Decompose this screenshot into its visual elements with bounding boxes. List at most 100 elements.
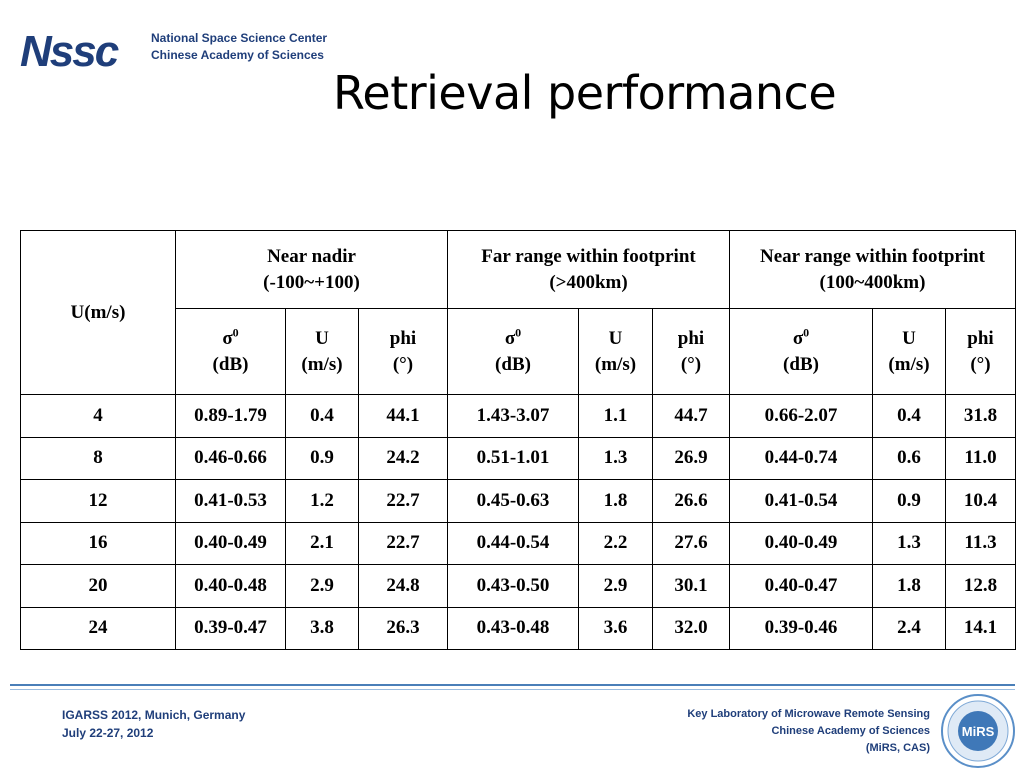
subcol-name: U: [608, 327, 623, 349]
table-cell: 0.6: [872, 436, 946, 480]
subcol-unit: (°): [970, 353, 991, 375]
table-cell: 0.40-0.47: [729, 564, 873, 608]
subcolumn-header-row: σ0 (dB) U (m/s) phi (°) σ0 (dB) U (m/s) phi (°) σ0 (d…: [21, 308, 1016, 395]
table-cell: 44.1: [358, 394, 448, 438]
table-cell: 30.1: [652, 564, 730, 608]
table-cell: 1.8: [872, 564, 946, 608]
org-line-2: Chinese Academy of Sciences: [151, 48, 324, 62]
table-cell: 26.3: [358, 606, 448, 650]
subcol-name: U: [902, 327, 916, 349]
table-row: 4 0.89-1.79 0.4 44.1 1.43-3.07 1.1 44.7 0.66-2.…: [20, 394, 1016, 438]
table-cell: 11.3: [945, 521, 1016, 565]
superscript: 0: [515, 325, 522, 340]
table-cell: 0.40-0.48: [175, 564, 286, 608]
table-cell: 11.0: [945, 436, 1016, 480]
table-cell: 1.3: [578, 436, 653, 480]
table-cell: 0.43-0.48: [447, 606, 579, 650]
group-header-far-range: Far range within footprint (>400km): [447, 230, 730, 309]
table-row: 20 0.40-0.48 2.9 24.8 0.43-0.50 2.9 30.1 0.40-0…: [20, 564, 1016, 608]
table-cell: 0.4: [285, 394, 359, 438]
group-name: Near range within footprint: [760, 245, 985, 267]
table-cell: 24.8: [358, 564, 448, 608]
footer-divider-thin: [10, 689, 1015, 690]
table-cell: 0.66-2.07: [729, 394, 873, 438]
table-cell: 0.39-0.47: [175, 606, 286, 650]
subcol-unit: (m/s): [301, 353, 343, 375]
lab-academy: Chinese Academy of Sciences: [771, 725, 930, 737]
organization-name: National Space Science Center Chinese Ac…: [151, 30, 327, 64]
table-cell: 1.8: [578, 479, 653, 523]
subcol-name: phi: [967, 327, 994, 349]
table-cell: 0.89-1.79: [175, 394, 286, 438]
subcol-name: σ0: [222, 325, 239, 349]
subcol-header-u-ms: U (m/s): [285, 308, 359, 395]
mirs-seal-logo: MiRS: [941, 694, 1015, 768]
wind-speed-cell: 12: [20, 479, 176, 523]
group-name: Far range within footprint: [481, 245, 696, 267]
slide-title: Retrieval performance: [333, 66, 837, 120]
lab-info: Key Laboratory of Microwave Remote Sensi…: [687, 706, 930, 757]
table-cell: 22.7: [358, 479, 448, 523]
table-cell: 3.6: [578, 606, 653, 650]
table-cell: 1.2: [285, 479, 359, 523]
wind-speed-cell: 24: [20, 606, 176, 650]
subcol-unit: (dB): [495, 353, 531, 375]
table-cell: 0.41-0.53: [175, 479, 286, 523]
conference-info: IGARSS 2012, Munich, Germany July 22-27,…: [62, 706, 245, 742]
subcol-unit: (dB): [783, 353, 819, 375]
table-cell: 1.3: [872, 521, 946, 565]
org-line-1: National Space Science Center: [151, 31, 328, 45]
group-range: (>400km): [549, 271, 628, 293]
table-row: 24 0.39-0.47 3.8 26.3 0.43-0.48 3.6 32.0 0.39-0…: [20, 606, 1016, 650]
table-cell: 14.1: [945, 606, 1016, 650]
conference-date: July 22-27, 2012: [62, 726, 154, 740]
table-cell: 0.45-0.63: [447, 479, 579, 523]
group-range: (-100~+100): [263, 271, 360, 293]
subcol-header-u-ms: U (m/s): [872, 308, 946, 395]
group-header-row: U (m/s) Near nadir (-100~+100) Far range …: [20, 230, 1016, 395]
table-row: 12 0.41-0.53 1.2 22.7 0.45-0.63 1.8 26.6 0.41-0…: [20, 479, 1016, 523]
row-header-wind-speed: U(m/s): [20, 230, 176, 395]
table-cell: 1.43-3.07: [447, 394, 579, 438]
table-cell: 12.8: [945, 564, 1016, 608]
table-row: 8 0.46-0.66 0.9 24.2 0.51-1.01 1.3 26.9 0.44-0.…: [20, 436, 1016, 480]
group-name: Near nadir: [267, 245, 356, 267]
subcol-name: phi: [389, 327, 417, 349]
table-row: 16 0.40-0.49 2.1 22.7 0.44-0.54 2.2 27.6 0.40-0…: [20, 521, 1016, 565]
wind-speed-cell: 4: [20, 394, 176, 438]
subcol-header-phi-deg: phi (°): [358, 308, 448, 395]
lab-name: Key Laboratory of Microwave Remote Sensi…: [687, 708, 930, 720]
table-cell: 0.4: [872, 394, 946, 438]
subcol-unit: (dB): [212, 353, 249, 375]
table-body: 4 0.89-1.79 0.4 44.1 1.43-3.07 1.1 44.7 0.66-2.…: [20, 394, 1016, 650]
subcol-header-sigma0-db: σ0 (dB): [447, 308, 579, 395]
group-header-near-nadir: Near nadir (-100~+100): [175, 230, 448, 309]
footer-divider: [10, 684, 1015, 686]
group-header-near-range: Near range within footprint (100~400km): [729, 230, 1016, 309]
subcol-header-u-ms: U (m/s): [578, 308, 653, 395]
table-cell: 0.51-1.01: [447, 436, 579, 480]
table-cell: 31.8: [945, 394, 1016, 438]
subcol-unit: (°): [392, 353, 414, 375]
table-cell: 0.9: [285, 436, 359, 480]
table-cell: 2.1: [285, 521, 359, 565]
table-cell: 0.43-0.50: [447, 564, 579, 608]
subcol-header-phi-deg: phi (°): [945, 308, 1016, 395]
table-cell: 32.0: [652, 606, 730, 650]
wind-speed-cell: 8: [20, 436, 176, 480]
table-cell: 0.46-0.66: [175, 436, 286, 480]
subcol-unit: (m/s): [888, 353, 930, 375]
subcol-header-sigma0-db: σ0 (dB): [729, 308, 873, 395]
table-cell: 2.9: [285, 564, 359, 608]
subcol-name: phi: [677, 327, 705, 349]
table-cell: 2.9: [578, 564, 653, 608]
nssc-logo: Nssc: [20, 28, 121, 72]
wind-speed-cell: 16: [20, 521, 176, 565]
table-cell: 3.8: [285, 606, 359, 650]
retrieval-performance-table: U (m/s) Near nadir (-100~+100) Far range …: [20, 230, 1016, 650]
table-cell: 1.1: [578, 394, 653, 438]
table-cell: 0.41-0.54: [729, 479, 873, 523]
svg-text:Nssc: Nssc: [20, 28, 119, 72]
group-range: (100~400km): [819, 271, 926, 293]
subcol-name: U: [315, 327, 329, 349]
